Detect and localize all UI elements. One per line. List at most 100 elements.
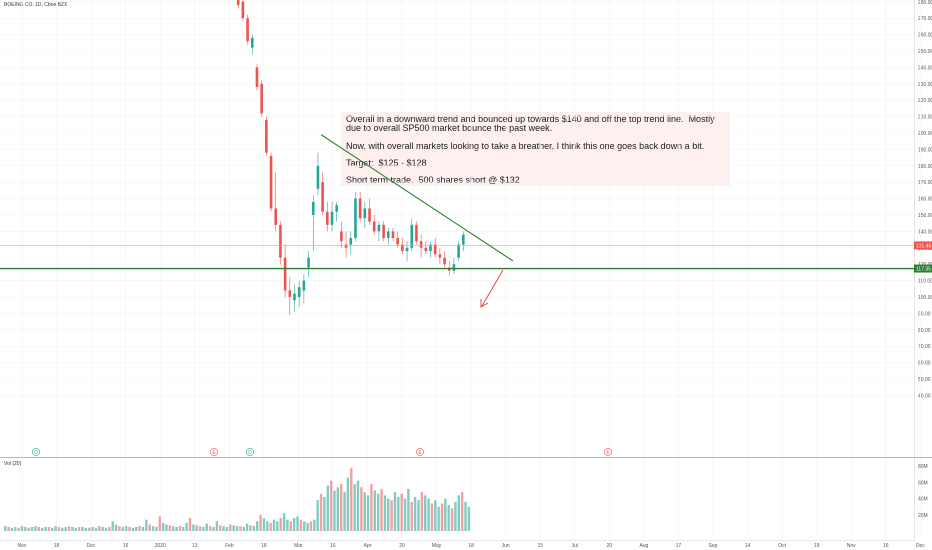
volume-bar — [178, 526, 182, 531]
volume-bar — [37, 526, 40, 531]
candle-body — [457, 244, 460, 258]
price-tick-label: 70.00 — [918, 344, 931, 350]
volume-title: Vol (20) — [4, 461, 22, 467]
time-tick-label: 16 — [330, 543, 336, 549]
time-tick-label: 2020 — [155, 543, 166, 549]
volume-bar — [4, 526, 7, 531]
price-tick-label: 100.00 — [918, 295, 932, 301]
volume-bar — [376, 493, 380, 531]
volume-bar — [114, 524, 118, 531]
volume-bar — [346, 477, 350, 531]
candle-body — [297, 287, 301, 297]
candle-body — [419, 241, 423, 248]
volume-bar — [279, 518, 282, 531]
volume-bar — [91, 526, 94, 531]
volume-bar — [289, 521, 292, 531]
volume-bar — [17, 527, 20, 531]
volume-bar — [40, 527, 44, 531]
time-tick-label: Aug — [639, 543, 648, 549]
candle-body — [340, 231, 343, 242]
volume-bar — [306, 522, 309, 531]
volume-bar — [222, 526, 225, 531]
volume-bar — [205, 523, 208, 531]
time-tick-label: 19 — [814, 543, 820, 549]
price-tick-label: 200.00 — [918, 131, 932, 137]
event-marker — [604, 448, 612, 456]
volume-bar — [118, 526, 121, 531]
event-marker-label: E — [212, 450, 216, 456]
volume-bar — [141, 526, 145, 531]
volume-bar — [151, 526, 155, 531]
volume-bar — [363, 492, 366, 531]
support-badge — [914, 264, 932, 273]
volume-bar — [390, 500, 393, 531]
candle-body — [335, 205, 338, 212]
chart-title: BOEING CO, 1D, Cboe BZX — [4, 2, 68, 8]
event-marker — [416, 448, 424, 456]
volume-bar — [430, 503, 434, 531]
volume-bar — [225, 526, 229, 531]
annotation-text-3: Target: $125 - $128 — [346, 158, 427, 168]
volume-bar — [165, 524, 168, 531]
volume-bar — [104, 527, 108, 531]
price-tick-label: 140.00 — [918, 229, 932, 235]
candle-body — [438, 254, 442, 258]
time-tick-label: 18 — [468, 543, 474, 549]
volume-bar — [427, 498, 430, 531]
volume-bar — [158, 516, 161, 531]
candle-body — [316, 165, 320, 189]
candle-body — [255, 67, 259, 88]
volume-bar — [135, 526, 138, 531]
candle-body — [293, 293, 296, 301]
volume-bar — [74, 527, 77, 531]
candle-body — [363, 208, 367, 219]
candle-body — [265, 119, 268, 153]
candle-body — [330, 211, 334, 225]
volume-bar — [61, 527, 64, 531]
volume-bar — [467, 506, 471, 531]
volume-bar — [229, 524, 232, 531]
time-tick-label: Apr — [364, 543, 372, 549]
price-tick-label: 250.00 — [918, 49, 932, 55]
volume-bar — [329, 480, 333, 531]
volume-bar — [88, 527, 91, 531]
time-tick-label: 16 — [883, 543, 889, 549]
volume-bar — [128, 526, 131, 531]
volume-bar — [326, 485, 329, 531]
volume-bar — [192, 524, 195, 531]
candle-body — [382, 224, 385, 238]
time-tick-label: Nov — [18, 543, 27, 549]
candle-body — [311, 201, 315, 215]
volume-bar — [252, 526, 256, 531]
volume-bar — [309, 521, 313, 531]
event-marker-label: D — [34, 450, 38, 456]
price-tick-label: 40.00 — [918, 393, 931, 399]
volume-bar — [444, 498, 447, 531]
price-tick-label: 50.00 — [918, 377, 931, 383]
volume-bar — [437, 506, 440, 531]
volume-bar — [336, 487, 340, 531]
candle-body — [241, 1, 245, 19]
volume-bar — [239, 526, 242, 531]
volume-bar — [34, 526, 37, 531]
volume-bar — [313, 519, 316, 531]
time-tick-label: 13 — [192, 543, 198, 549]
time-tick-label: Feb — [225, 543, 234, 549]
annotation-box[interactable] — [341, 112, 730, 186]
volume-bar — [30, 526, 34, 531]
price-tick-label: 270.00 — [918, 16, 932, 22]
time-tick-label: Jun — [502, 543, 510, 549]
candle-body — [274, 208, 278, 225]
volume-bar — [282, 513, 286, 531]
time-tick-label: Oct — [778, 543, 786, 549]
volume-bar — [424, 495, 427, 531]
volume-bar — [111, 521, 114, 531]
volume-bar — [370, 484, 373, 531]
volume-bar — [131, 527, 135, 531]
time-tick-label: Mar — [294, 543, 303, 549]
volume-bar — [235, 526, 239, 531]
volume-bar — [299, 519, 303, 531]
candle-body — [415, 224, 418, 242]
volume-bar — [407, 488, 410, 531]
